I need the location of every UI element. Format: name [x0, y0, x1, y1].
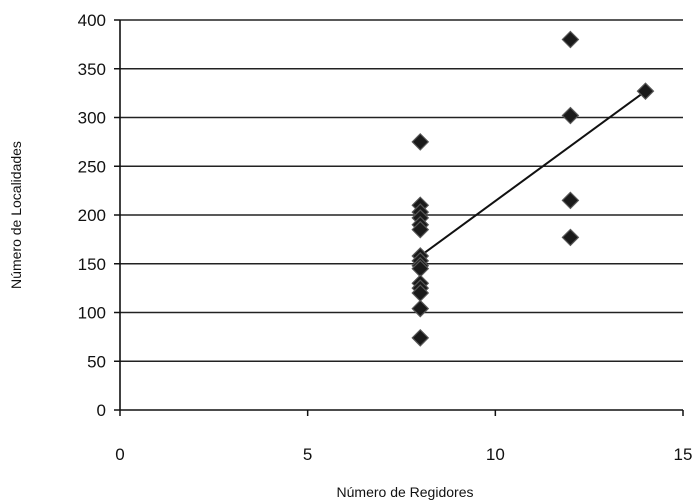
data-point	[561, 106, 580, 125]
x-axis-title: Número de Regidores	[337, 484, 474, 500]
y-tick-label: 50	[87, 352, 106, 371]
y-tick-label: 350	[78, 60, 106, 79]
gridlines	[120, 19, 683, 363]
data-points	[411, 30, 655, 347]
trendline-group	[419, 90, 647, 257]
y-tick-labels: 0 50 100 150 200 250 300 350 400	[78, 11, 106, 420]
x-tick-labels: 0 5 10 15	[115, 445, 692, 464]
x-tick-label: 0	[115, 445, 124, 464]
axes	[114, 19, 684, 416]
y-tick-label: 400	[78, 11, 106, 30]
y-tick-label: 0	[97, 401, 106, 420]
x-tick-label: 15	[674, 445, 693, 464]
data-point	[411, 133, 430, 151]
y-tick-label: 150	[78, 255, 106, 274]
y-tick-label: 200	[78, 206, 106, 225]
y-tick-label: 100	[78, 304, 106, 323]
y-tick-label: 300	[78, 109, 106, 128]
y-tick-label: 250	[78, 157, 106, 176]
trendline	[419, 90, 647, 257]
data-point	[561, 228, 580, 247]
data-point	[561, 191, 580, 210]
data-point	[411, 329, 430, 347]
data-point	[636, 82, 655, 101]
x-tick-label: 5	[303, 445, 312, 464]
data-point	[411, 299, 430, 318]
x-tick-label: 10	[486, 445, 505, 464]
data-point	[411, 220, 430, 239]
data-point	[561, 30, 580, 49]
y-axis-title: Número de Localidades	[8, 141, 24, 289]
